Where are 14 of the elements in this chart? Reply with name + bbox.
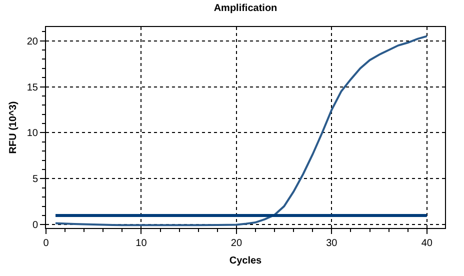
chart-title: Amplification — [214, 3, 278, 14]
x-tick-label: 0 — [43, 238, 50, 249]
y-tick-label: 10 — [26, 128, 38, 140]
x-tick-label: 30 — [326, 238, 338, 249]
line-series — [54, 35, 428, 226]
x-tick-label: 40 — [421, 238, 433, 249]
y-tick-label: 5 — [32, 174, 38, 186]
x-axis-title: Cycles — [229, 256, 262, 266]
x-tick-label: 20 — [230, 238, 242, 249]
y-axis-title: RFU (10^3) — [8, 101, 19, 154]
y-tick-label: 15 — [26, 82, 38, 94]
y-tick-label: 0 — [32, 220, 38, 232]
y-tick-label: 20 — [26, 36, 38, 48]
x-tick-label: 10 — [136, 238, 148, 249]
